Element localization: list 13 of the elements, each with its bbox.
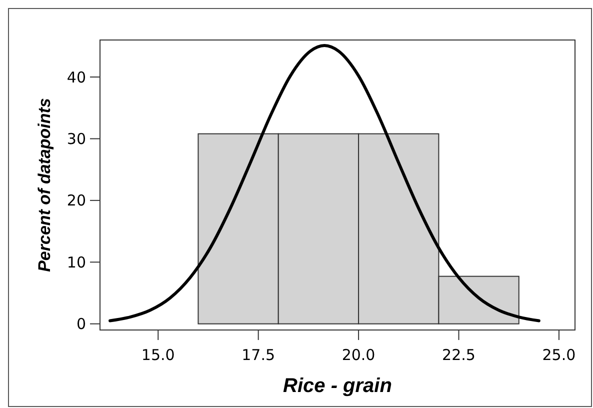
y-tick-label: 0 — [76, 315, 86, 334]
x-tick-label: 22.5 — [442, 346, 476, 364]
x-tick-label: 25.0 — [542, 346, 576, 364]
x-axis-title: Rice - grain — [283, 375, 392, 397]
x-tick-label: 17.5 — [242, 346, 276, 364]
y-tick-label: 10 — [66, 253, 86, 272]
y-axis-title: Percent of datapoints — [35, 98, 54, 272]
y-tick-label: 40 — [66, 68, 86, 86]
y-tick-label: 30 — [66, 130, 86, 148]
y-tick-label: 20 — [66, 192, 86, 210]
line-series — [108, 44, 540, 322]
x-tick-label: 20.0 — [342, 346, 376, 364]
x-tick-label: 15.0 — [141, 346, 175, 364]
